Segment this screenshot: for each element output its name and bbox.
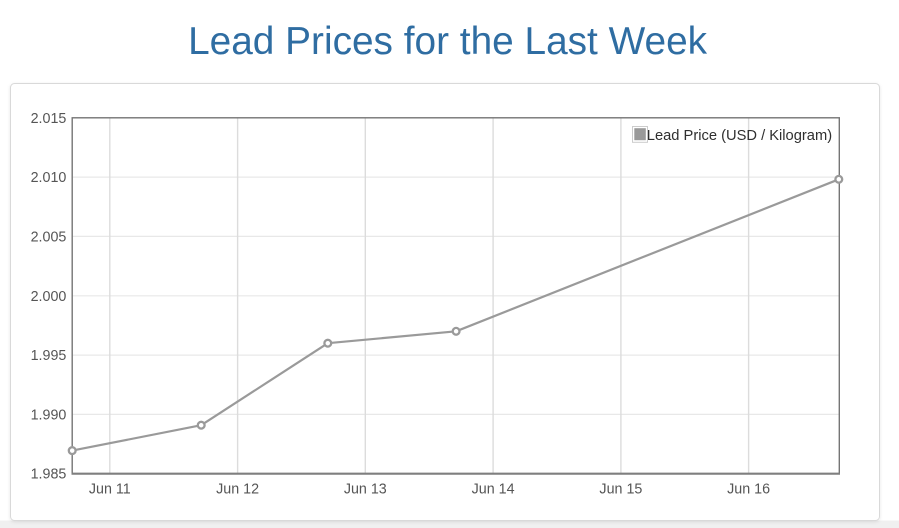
- svg-text:Jun 14: Jun 14: [472, 481, 515, 497]
- svg-text:2.000: 2.000: [31, 289, 67, 305]
- svg-text:1.985: 1.985: [31, 467, 67, 483]
- svg-text:2.010: 2.010: [31, 170, 67, 186]
- svg-text:Jun 16: Jun 16: [727, 481, 770, 497]
- svg-text:Jun 12: Jun 12: [216, 481, 259, 497]
- svg-text:Jun 11: Jun 11: [89, 481, 131, 497]
- svg-text:2.005: 2.005: [31, 229, 67, 245]
- svg-text:2.015: 2.015: [31, 111, 67, 127]
- svg-text:Jun 13: Jun 13: [344, 481, 387, 497]
- svg-text:1.990: 1.990: [31, 407, 67, 423]
- svg-text:Lead Price (USD / Kilogram): Lead Price (USD / Kilogram): [647, 128, 832, 144]
- svg-text:1.995: 1.995: [31, 348, 67, 364]
- svg-text:Lead Prices for the Last Week: Lead Prices for the Last Week: [188, 20, 708, 63]
- svg-text:Jun 15: Jun 15: [599, 481, 642, 497]
